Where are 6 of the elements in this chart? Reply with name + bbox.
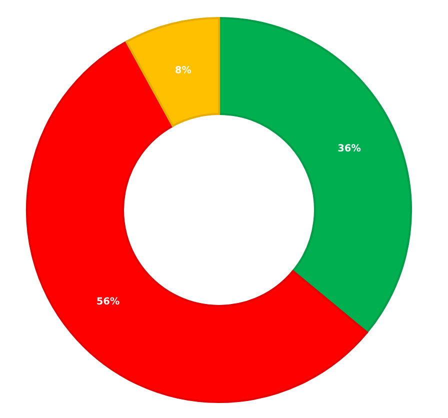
data-label: 36%: [338, 144, 361, 152]
donut-slice: [218, 16, 412, 334]
donut-slice: [125, 16, 220, 127]
donut-slice: [26, 40, 368, 404]
data-label: 8%: [176, 66, 192, 74]
data-label: 56%: [97, 297, 120, 305]
